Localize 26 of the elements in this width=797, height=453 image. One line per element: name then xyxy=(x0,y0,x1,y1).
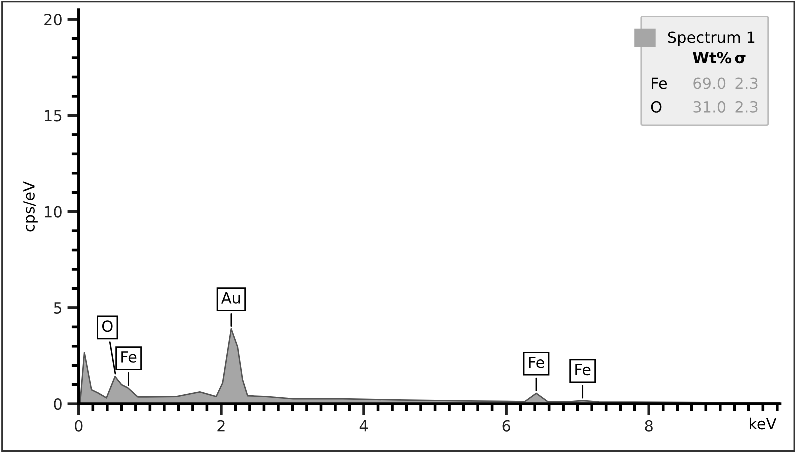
annotation: Fe xyxy=(529,356,544,368)
x-tick-label: 0 xyxy=(75,420,83,432)
x-tick-label: 8 xyxy=(645,420,653,432)
x-tick-label: 2 xyxy=(218,420,225,432)
annotation: 2.3 xyxy=(736,101,758,113)
y-tick-label: 15 xyxy=(45,110,62,122)
annotation: Fe xyxy=(652,78,668,90)
annotation: O xyxy=(651,101,662,113)
y-tick-label: 5 xyxy=(54,302,62,314)
x-tick-label: 6 xyxy=(502,420,510,432)
y-tick-label: 10 xyxy=(45,206,62,218)
annotation: Au xyxy=(221,292,240,304)
annotation: 69.0 xyxy=(694,78,726,90)
annotation: Fe xyxy=(576,364,591,376)
annotation: σ xyxy=(735,55,746,64)
y-tick-label: 0 xyxy=(54,398,62,410)
annotation: 2.3 xyxy=(736,78,758,90)
annotation: Fe xyxy=(122,352,137,363)
annotation: Wt% xyxy=(693,52,732,64)
x-tick-label: 4 xyxy=(360,420,368,432)
annotation: O xyxy=(102,320,113,332)
legend-label: Spectrum 1 xyxy=(668,32,755,46)
y-axis-title: cps/eV xyxy=(24,182,38,232)
x-axis-title: keV xyxy=(750,418,777,430)
y-tick-label: 20 xyxy=(44,14,62,26)
annotation: 31.0 xyxy=(694,101,726,113)
